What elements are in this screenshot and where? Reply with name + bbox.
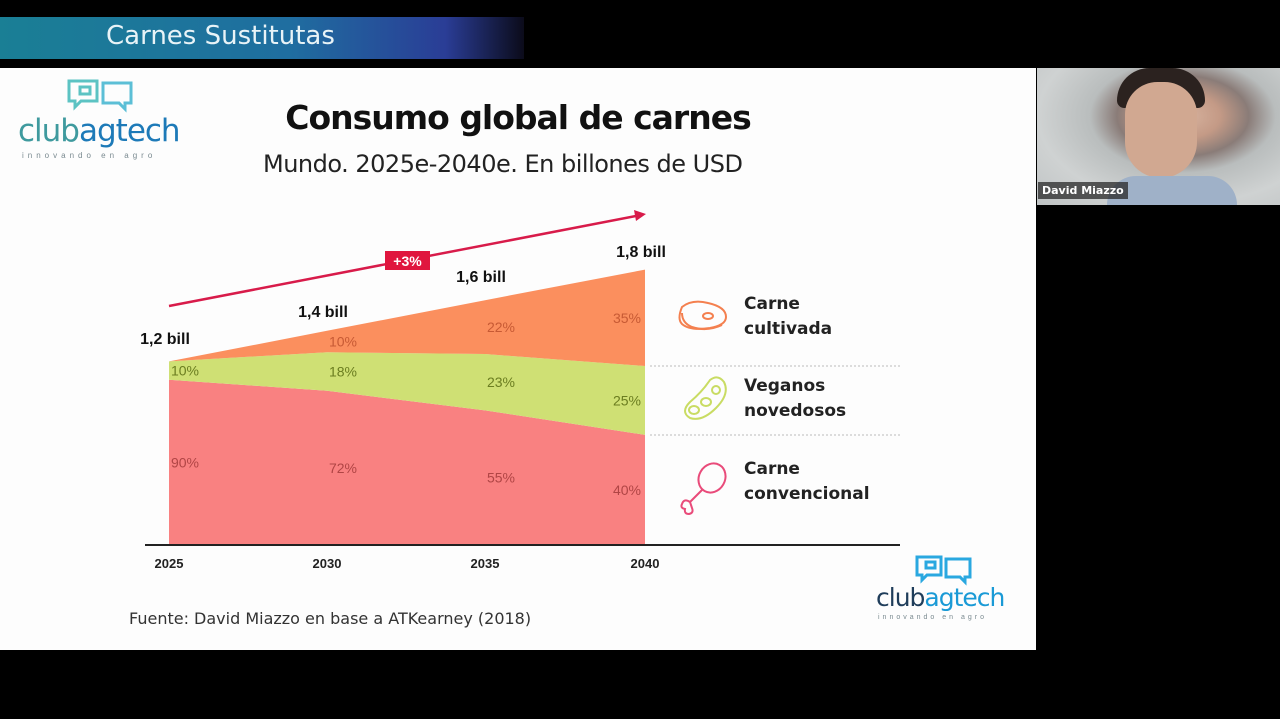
participant-shirt xyxy=(1107,176,1237,205)
growth-arrow: +3% xyxy=(168,210,646,308)
chat-bubbles-icon xyxy=(915,555,972,586)
area-carne-cultivada xyxy=(169,269,645,366)
total-label: 1,8 bill xyxy=(616,244,666,261)
x-tick-label: 2035 xyxy=(471,556,500,571)
clubagtech-logo-top: clubagtech innovando en agro xyxy=(18,78,188,168)
participant-face xyxy=(1125,82,1197,178)
total-label: 1,6 bill xyxy=(456,269,506,286)
segment-label: 23% xyxy=(487,374,515,390)
segment-label: 55% xyxy=(487,470,515,486)
presentation-slide: clubagtech innovando en agro Consumo glo… xyxy=(0,68,1036,650)
segment-label: 22% xyxy=(487,319,515,335)
x-tick-label: 2030 xyxy=(313,556,342,571)
steak-icon xyxy=(678,300,728,331)
segment-label: 10% xyxy=(329,334,357,350)
logo-club-text: club xyxy=(876,583,925,612)
logo-club-text: club xyxy=(18,113,80,149)
stacked-area-chart: 2025 2030 2035 2040 90% 72% 55% 40% 10% 18% 23% 25… xyxy=(140,210,900,571)
segment-label: 25% xyxy=(613,392,641,408)
legend-label-carne-convencional: Carne convencional xyxy=(744,459,870,504)
segment-label: 18% xyxy=(329,363,357,379)
segment-label: 10% xyxy=(171,363,199,379)
slide-title: Consumo global de carnes xyxy=(285,98,751,137)
legend-label-veganos-novedosos: Veganos novedosos xyxy=(744,376,847,421)
title-banner: Carnes Sustitutas xyxy=(0,17,524,59)
growth-badge xyxy=(385,251,430,270)
x-tick-label: 2025 xyxy=(155,556,184,571)
growth-badge-label: +3% xyxy=(393,253,422,269)
chicken-leg-icon xyxy=(680,462,727,516)
logo-agtech-text: agtech xyxy=(78,113,181,149)
chat-bubbles-icon xyxy=(67,79,133,113)
legend-label-carne-cultivada: Carne cultivada xyxy=(744,294,833,339)
area-veganos-novedosos xyxy=(169,352,645,435)
webcam-feed: David Miazzo xyxy=(1037,68,1280,205)
segment-label: 72% xyxy=(329,460,357,476)
segment-label: 35% xyxy=(613,310,641,326)
logo-tagline: innovando en agro xyxy=(22,151,157,160)
total-label: 1,2 bill xyxy=(140,331,190,348)
x-tick-label: 2040 xyxy=(631,556,660,571)
arrowhead-icon xyxy=(634,210,646,221)
participant-name-tag: David Miazzo xyxy=(1038,182,1128,199)
clubagtech-logo-bottom: clubagtech innovando en agro xyxy=(876,552,1026,632)
logo-tagline: innovando en agro xyxy=(878,614,987,621)
slide-subtitle: Mundo. 2025e-2040e. En billones de USD xyxy=(263,150,743,178)
banner-title: Carnes Sustitutas xyxy=(106,21,335,51)
segment-label: 40% xyxy=(613,482,641,498)
segment-label: 90% xyxy=(171,454,199,470)
total-label: 1,4 bill xyxy=(298,304,348,321)
source-note: Fuente: David Miazzo en base a ATKearney… xyxy=(129,609,532,628)
area-carne-convencional xyxy=(169,379,645,545)
logo-agtech-text: agtech xyxy=(924,583,1005,612)
soybean-icon xyxy=(684,376,727,420)
